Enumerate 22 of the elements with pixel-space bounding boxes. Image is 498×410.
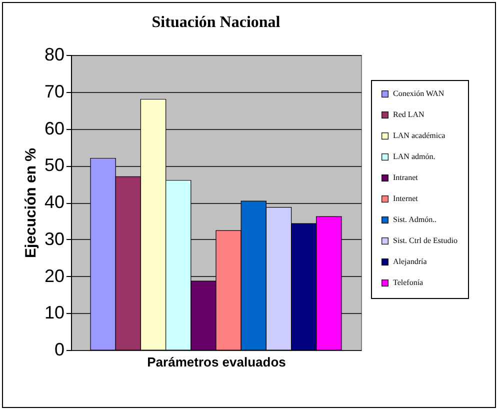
legend-label: Red LAN: [393, 110, 425, 119]
legend-label: Sist. Admón..: [393, 215, 437, 224]
legend-label: Intranet: [393, 173, 419, 182]
y-axis-title: Ejecución en %: [22, 148, 40, 258]
x-axis-title: Parámetros evaluados: [147, 354, 286, 370]
y-tick-label: 30: [44, 228, 64, 249]
legend-label: Sist. Ctrl de Estudio: [393, 236, 458, 245]
legend-label: Internet: [393, 194, 419, 203]
legend-label: LAN académica: [393, 131, 446, 140]
y-tick-label: 0: [54, 340, 64, 360]
legend-label: Alejandría: [393, 257, 428, 266]
legend-label: LAN admón.: [393, 152, 436, 161]
y-tick-label: 10: [44, 302, 64, 323]
y-tick-label: 60: [44, 118, 64, 138]
y-tick-label: 80: [44, 44, 64, 64]
y-tick-label: 40: [44, 192, 64, 212]
legend-label: Telefonía: [393, 278, 424, 287]
chart-title: Situación Nacional: [152, 14, 281, 31]
y-tick-label: 50: [44, 155, 64, 176]
y-tick-label: 70: [44, 81, 64, 102]
y-tick-label: 20: [44, 266, 64, 286]
legend-label: Conexión WAN: [393, 89, 444, 98]
